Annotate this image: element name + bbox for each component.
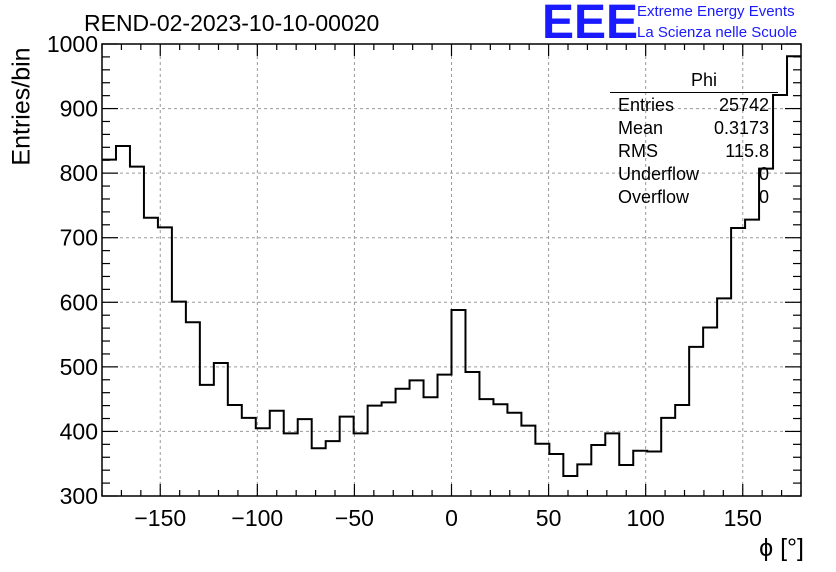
stats-divider [610, 92, 778, 93]
y-axis-label: Entries/bin [7, 47, 36, 166]
chart-title: REND-02-2023-10-10-00020 [84, 10, 380, 36]
axis-ticks [101, 43, 802, 497]
y-tick-label: 500 [60, 354, 98, 380]
x-tick-label: 0 [445, 505, 458, 531]
stats-label: Underflow [618, 164, 700, 184]
stats-label: Mean [618, 118, 664, 138]
y-tick-label: 600 [60, 289, 98, 315]
x-tick-label: 50 [536, 505, 562, 531]
y-tick-label: 700 [60, 225, 98, 251]
stats-row: RMS 115.8 [610, 141, 778, 164]
x-tick-label: −150 [134, 505, 186, 531]
stats-row: Entries 25742 [610, 95, 778, 118]
y-tick-label: 800 [60, 160, 98, 186]
stats-value: 0 [758, 187, 769, 207]
stats-value: 0 [758, 164, 769, 184]
y-tick-label: 1000 [47, 31, 98, 57]
stats-label: Entries [618, 95, 675, 115]
y-tick-label: 400 [60, 418, 98, 444]
histogram-line [102, 55, 801, 477]
logo-caption-line1: Extreme Energy Events [637, 3, 795, 20]
stats-row: Underflow 0 [610, 164, 778, 187]
x-tick-label: −50 [335, 505, 374, 531]
eee-logo: EEE [542, 0, 639, 49]
y-tick-label: 300 [60, 483, 98, 509]
tick-labels: −150 −100 −50 0 50 100 150 300 400 500 600 700 800 90… [47, 31, 762, 531]
stats-value: 115.8 [725, 141, 769, 161]
grid [102, 44, 801, 496]
logo-caption-line2: La Scienza nelle Scuole [637, 24, 798, 41]
stats-label: Overflow [618, 187, 690, 207]
y-tick-label: 900 [60, 96, 98, 122]
stats-label: RMS [618, 141, 658, 161]
x-tick-label: 150 [724, 505, 762, 531]
stats-box: Phi Entries 25742 Mean 0.3173 RMS 115.8 … [610, 70, 778, 210]
x-axis-label: ϕ [°] [759, 534, 804, 562]
x-tick-label: −100 [231, 505, 283, 531]
x-tick-label: 100 [626, 505, 664, 531]
stats-name: Phi [690, 70, 717, 90]
stats-value: 0.3173 [713, 118, 769, 138]
stats-row: Overflow 0 [610, 187, 778, 210]
stats-row: Mean 0.3173 [610, 118, 778, 141]
stats-value: 25742 [718, 95, 769, 115]
plot-frame [101, 43, 802, 497]
